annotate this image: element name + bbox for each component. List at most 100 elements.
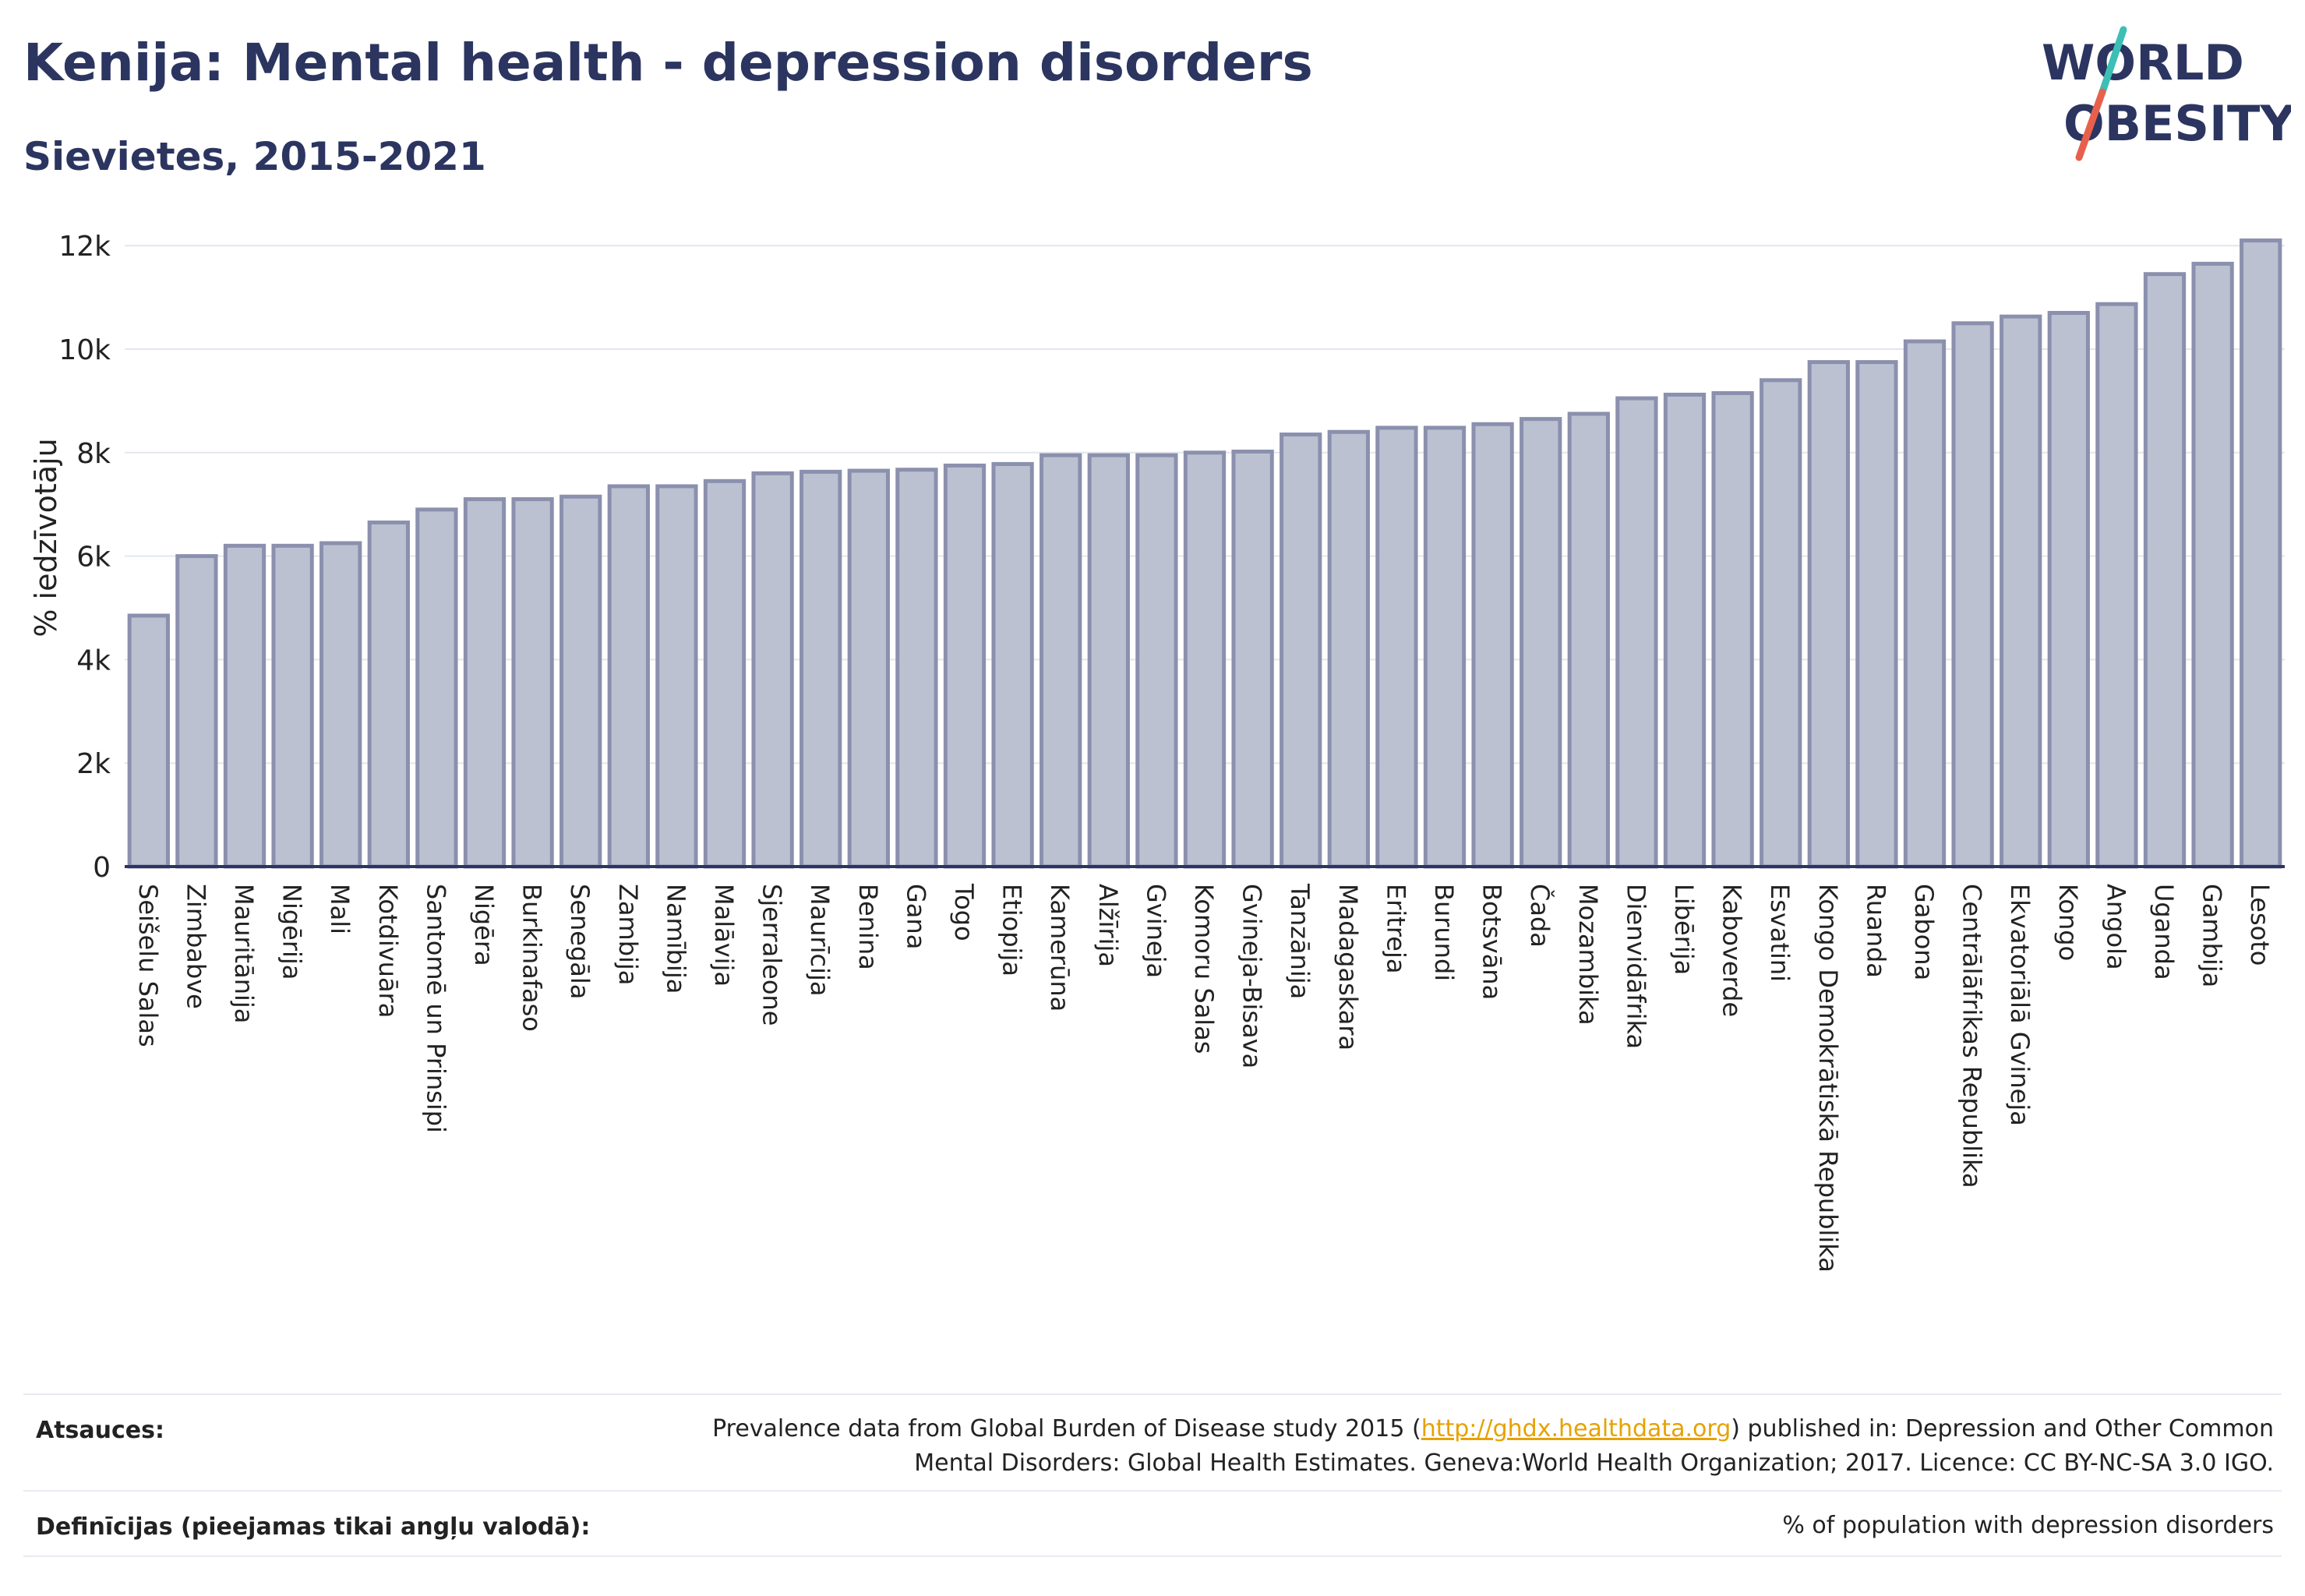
bar	[367, 520, 410, 869]
x-tick-label: Gabona	[1909, 884, 1939, 980]
x-tick-label: Namībija	[661, 884, 690, 994]
x-tick-label: Lesoto	[2245, 884, 2275, 966]
logo-slash-top	[2099, 26, 2127, 96]
x-tick-label: Uganda	[2149, 884, 2179, 980]
page-title: Kenija: Mental health - depression disor…	[23, 33, 1313, 93]
bar	[1040, 453, 1082, 869]
x-tick-label: Mali	[325, 884, 355, 934]
x-tick-label: Mozambika	[1573, 884, 1603, 1026]
x-tick-label: Malāvija	[709, 884, 739, 987]
bar	[223, 543, 267, 869]
bar-chart: 0 2k 4k 6k 8k 10k 12k Seišelu Salas Zimbabve Mau…	[29, 231, 2285, 1273]
x-tick-label: Zambija	[613, 884, 643, 985]
y-tick-label: 12k	[58, 231, 111, 263]
page-subtitle: Sievietes, 2015-2021	[23, 134, 486, 179]
bar	[1615, 396, 1658, 869]
x-tick-label: Burkinafaso	[517, 884, 547, 1032]
x-tick-label: Maurīcija	[805, 884, 835, 997]
bar	[319, 541, 362, 869]
bar	[1760, 378, 1802, 869]
x-tick-label: Gana	[901, 884, 930, 949]
x-tick-label: Zimbabve	[181, 884, 210, 1009]
x-tick-label: Mauritānija	[229, 884, 259, 1023]
sources-text: Prevalence data from Global Burden of Di…	[712, 1415, 2274, 1477]
bar	[2143, 272, 2187, 869]
bar	[1567, 411, 1610, 869]
bar	[1663, 392, 1707, 869]
x-tick-label: Nigērija	[277, 884, 307, 980]
x-tick-label: Madagaskara	[1333, 884, 1363, 1050]
bar	[1375, 425, 1418, 869]
bar	[463, 497, 507, 869]
x-tick-label: Nigēra	[469, 884, 499, 966]
x-tick-label: Čada	[1525, 884, 1555, 948]
sources-link[interactable]: http://ghdx.healthdata.org	[1421, 1415, 1731, 1442]
bar	[175, 554, 218, 869]
bar	[800, 469, 842, 869]
sources-label: Atsauces:	[36, 1417, 164, 1444]
x-tick-label: Kotdivuāra	[373, 884, 403, 1018]
footer-divider-top	[23, 1393, 2282, 1395]
bar	[1520, 417, 1562, 869]
x-tick-label: Benina	[853, 884, 883, 970]
y-tick-label: 0	[93, 852, 111, 884]
bar	[1471, 422, 1514, 869]
x-tick-label: Angola	[2101, 884, 2130, 970]
x-tick-label: Alžīrija	[1093, 884, 1123, 967]
bar	[1903, 339, 1947, 869]
bar	[271, 543, 314, 869]
bar	[1087, 453, 1130, 869]
y-axis-label: % iedzīvotāju	[29, 438, 63, 637]
logo-slash-bottom	[2075, 88, 2106, 161]
bar	[607, 484, 650, 869]
bar	[703, 478, 747, 869]
y-tick-label: 8k	[76, 438, 111, 470]
bar	[1280, 433, 1322, 869]
x-tick-label: Esvatini	[1765, 884, 1795, 982]
definitions-text: % of population with depression disorder…	[1782, 1512, 2274, 1539]
bar	[751, 471, 794, 869]
definitions-label: Definīcijas (pieejamas tikai angļu valod…	[36, 1513, 591, 1541]
x-tick-label: Dienvidāfrika	[1621, 884, 1650, 1049]
x-tick-label: Ekvatoriālā Gvineja	[2005, 884, 2035, 1126]
bar	[511, 497, 554, 869]
bar	[991, 461, 1034, 869]
x-tick-label: Kongo	[2053, 884, 2083, 961]
footer-divider-middle	[23, 1490, 2282, 1492]
x-tick-label: Gambija	[2197, 884, 2227, 987]
bar	[1183, 450, 1227, 869]
logo-line1: WORLD	[2042, 34, 2244, 91]
bar	[847, 468, 890, 869]
x-tick-label: Seišelu Salas	[133, 884, 163, 1047]
x-tick-label: Santomē un Prinsipi	[421, 884, 450, 1133]
y-tick-label: 2k	[76, 748, 111, 780]
y-tick-labels: 0 2k 4k 6k 8k 10k 12k	[58, 231, 111, 884]
x-tick-label: Gvineja-Bisava	[1237, 884, 1267, 1068]
x-tick-label: Komoru Salas	[1189, 884, 1219, 1054]
x-tick-label: Gvineja	[1141, 884, 1170, 978]
bar	[1327, 429, 1370, 869]
x-tick-label: Togo	[949, 883, 979, 941]
x-tick-label: Kongo Demokrātiskā Republika	[1813, 884, 1843, 1273]
x-tick-label: Sjerraleone	[757, 884, 787, 1026]
x-tick-labels: Seišelu Salas Zimbabve Mauritānija Nigērija…	[133, 883, 2275, 1273]
x-tick-label: Kamerūna	[1045, 884, 1075, 1012]
bar	[895, 468, 938, 869]
x-tick-label: Senegāla	[565, 884, 595, 999]
bar	[655, 484, 698, 869]
y-tick-label: 6k	[76, 542, 111, 574]
bar	[2047, 311, 2090, 869]
footer-divider-bottom	[23, 1555, 2282, 1557]
bar	[1231, 449, 1274, 869]
x-tick-label: Tanzānija	[1285, 883, 1315, 999]
y-tick-label: 10k	[58, 334, 111, 366]
bar	[1855, 360, 1898, 869]
world-obesity-logo: WORLD OBESITY	[2042, 26, 2291, 161]
bar	[1135, 453, 1178, 869]
bar	[559, 494, 602, 869]
x-tick-label: Libērija	[1669, 884, 1699, 975]
bar	[1951, 321, 1994, 869]
bar	[1423, 425, 1467, 869]
bar	[415, 507, 458, 869]
bar	[2240, 238, 2282, 869]
